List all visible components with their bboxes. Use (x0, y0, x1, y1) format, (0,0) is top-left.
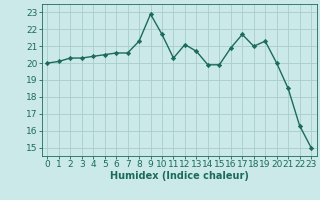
X-axis label: Humidex (Indice chaleur): Humidex (Indice chaleur) (110, 171, 249, 181)
